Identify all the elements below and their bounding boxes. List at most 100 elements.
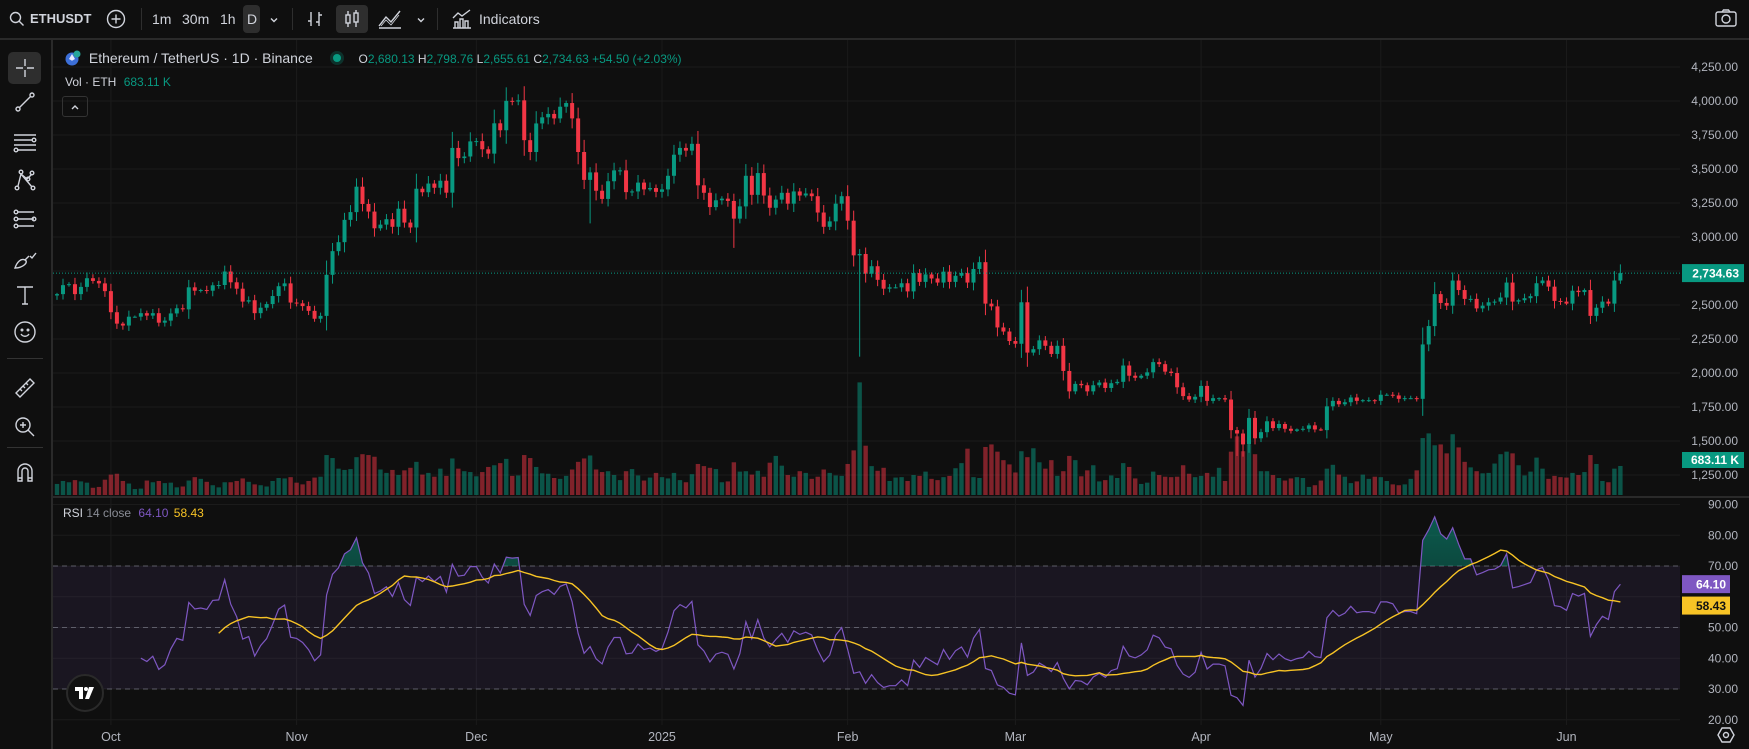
volume-bar xyxy=(1492,463,1497,495)
interval-d[interactable]: D xyxy=(247,11,258,27)
volume-bar xyxy=(959,463,964,495)
drawing-toolbar xyxy=(0,40,53,749)
candle-body xyxy=(665,175,670,190)
emoji-icon[interactable] xyxy=(10,317,40,347)
candle-body xyxy=(264,304,269,308)
volume-bar xyxy=(1156,475,1162,495)
chevron-down-icon[interactable] xyxy=(268,13,280,31)
candle-body xyxy=(995,306,1000,328)
volume-bar xyxy=(1360,474,1366,495)
volume-bar xyxy=(1144,482,1150,495)
volume-bar xyxy=(611,475,617,495)
candle-body xyxy=(1468,298,1473,300)
last-price-label: 2,734.63 xyxy=(1692,267,1739,281)
rsi-params: 14 close xyxy=(86,506,132,520)
volume-bar xyxy=(318,476,323,495)
camera-icon[interactable] xyxy=(1714,8,1738,33)
trend-line-icon[interactable] xyxy=(10,87,40,117)
volume-bar xyxy=(653,472,659,495)
indicators-icon[interactable] xyxy=(451,8,473,35)
candle-body xyxy=(420,188,425,193)
candle-body xyxy=(1582,290,1587,293)
tradingview-logo[interactable] xyxy=(66,674,104,712)
volume-bars xyxy=(54,382,1623,495)
fib-icon[interactable] xyxy=(10,205,40,235)
rsi-ma-value: 58.43 xyxy=(173,506,204,520)
volume-bar xyxy=(731,462,737,495)
candle-body xyxy=(911,273,916,292)
volume-bar xyxy=(773,455,778,495)
candle-body xyxy=(803,193,808,196)
low-value: 2,655.61 xyxy=(483,52,531,66)
volume-bar xyxy=(695,463,701,495)
volume-bar xyxy=(66,482,72,495)
volume-bar xyxy=(605,471,611,495)
volume-bar xyxy=(462,471,467,495)
rsi-name[interactable]: RSI xyxy=(63,506,84,520)
zoom-in-icon[interactable] xyxy=(10,412,40,442)
interval-1h[interactable]: 1h xyxy=(220,11,236,27)
candle-body xyxy=(180,308,185,310)
volume-bar xyxy=(468,472,473,495)
candle-body xyxy=(402,208,407,223)
collapse-legend-button[interactable] xyxy=(62,96,88,117)
volume-bar xyxy=(665,478,671,495)
magnet-icon[interactable] xyxy=(10,458,40,488)
volume-label[interactable]: Vol · ETH xyxy=(65,75,117,89)
candle-body xyxy=(1091,385,1096,392)
volume-bar xyxy=(923,471,928,495)
volume-bar xyxy=(174,487,179,495)
bars-chart-icon[interactable] xyxy=(305,9,325,34)
tradingview-logo-icon xyxy=(75,687,94,699)
candle-body xyxy=(534,123,539,152)
chevron-down-icon[interactable] xyxy=(415,13,427,31)
interval-d-active[interactable] xyxy=(243,5,260,33)
candle-body xyxy=(1127,365,1132,376)
symbol-title[interactable]: Ethereum / TetherUS · 1D · Binance xyxy=(88,50,313,66)
candle-body xyxy=(905,283,910,292)
brush-icon[interactable] xyxy=(10,245,40,275)
area-chart-icon[interactable] xyxy=(377,8,403,35)
candle-body xyxy=(498,123,503,131)
candle-body xyxy=(935,278,940,283)
interval-1m[interactable]: 1m xyxy=(152,11,172,27)
volume-bar xyxy=(677,480,683,495)
volume-bar xyxy=(1162,476,1168,495)
crosshair-icon[interactable] xyxy=(8,52,41,84)
volume-bar xyxy=(803,472,808,495)
candle-body xyxy=(1139,375,1144,378)
candle-body xyxy=(546,113,551,118)
rsi-axis-label: 20.00 xyxy=(1708,713,1738,727)
candle-body xyxy=(1223,398,1228,400)
volume-bar xyxy=(1109,475,1114,495)
candle-body xyxy=(1390,394,1395,396)
candle-body xyxy=(654,188,658,192)
ruler-icon[interactable] xyxy=(10,373,40,403)
volume-bar xyxy=(1450,434,1455,495)
search-icon[interactable] xyxy=(8,10,26,33)
candle-body xyxy=(875,266,880,280)
symbol-search-button[interactable]: ETHUSDT xyxy=(30,11,92,26)
horizontal-lines-icon[interactable] xyxy=(10,128,40,158)
volume-bar xyxy=(971,477,976,495)
volume-bar xyxy=(222,482,227,495)
volume-bar xyxy=(456,468,461,495)
volume-bar xyxy=(198,478,203,495)
volume-bar xyxy=(791,476,796,495)
chart-settings-icon[interactable] xyxy=(1716,726,1736,749)
open-label: O xyxy=(358,52,368,66)
volume-bar xyxy=(647,477,653,495)
compare-symbol-plus-icon[interactable] xyxy=(106,9,126,34)
interval-30m[interactable]: 30m xyxy=(182,11,210,27)
candle-body xyxy=(1061,345,1066,371)
indicators-button[interactable]: Indicators xyxy=(479,11,540,27)
candles-chart-button[interactable] xyxy=(336,5,368,33)
candle-body xyxy=(1612,280,1617,304)
pattern-icon[interactable] xyxy=(10,165,40,195)
candle-body xyxy=(1558,300,1563,302)
volume-bar xyxy=(420,474,425,495)
text-icon[interactable] xyxy=(10,280,40,310)
rsi-axis-label: 30.00 xyxy=(1708,682,1738,696)
divider xyxy=(437,8,438,30)
